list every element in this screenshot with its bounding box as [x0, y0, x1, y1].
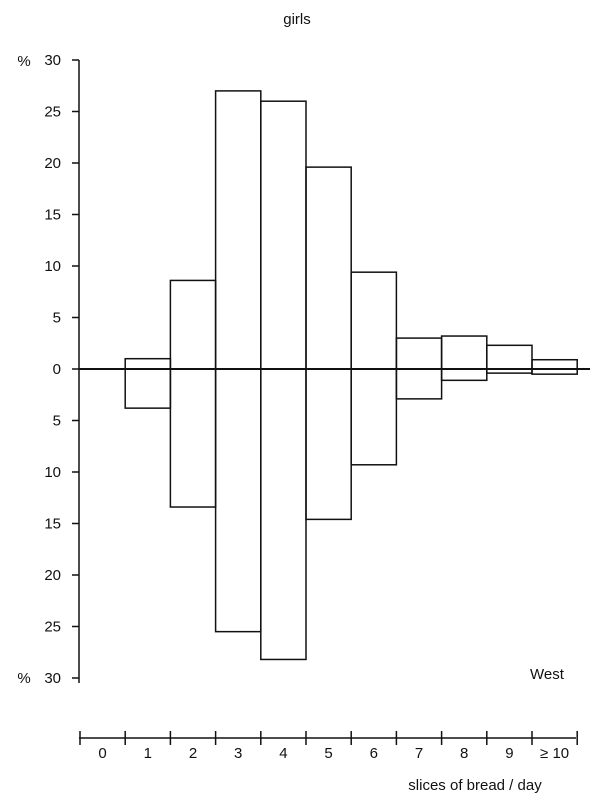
y-tick-label: 0	[53, 361, 61, 378]
bars	[124, 90, 578, 661]
bar-upper-2	[169, 279, 217, 370]
y-unit-top: %	[17, 53, 30, 70]
region-label-west: West	[530, 666, 565, 683]
y-tick-label: 25	[44, 104, 61, 121]
bar-lower-5	[305, 368, 352, 521]
x-axis-label: slices of bread / day	[408, 777, 542, 794]
bar-upper-3	[214, 90, 262, 370]
x-tick-label: 9	[505, 745, 513, 762]
x-tick-label: 0	[98, 745, 106, 762]
bar-upper-7	[395, 337, 443, 370]
y-tick-label: 10	[44, 464, 61, 481]
bar-upper-10	[531, 358, 578, 370]
bar-upper-1	[124, 357, 172, 370]
bar-upper-8	[440, 335, 488, 370]
x-tick-label: 4	[279, 745, 287, 762]
x-axis-ticks: 0 1 2 3 4 5 6 7 8 9 ≥ 10	[79, 731, 578, 762]
y-tick-label: 20	[44, 155, 61, 172]
y-tick-label: 20	[44, 567, 61, 584]
x-tick-label: 5	[324, 745, 332, 762]
x-tick-label: 7	[415, 745, 423, 762]
bar-lower-2	[169, 368, 217, 508]
x-tick-label: 8	[460, 745, 468, 762]
x-tick-label: 1	[144, 745, 152, 762]
y-tick-label: 15	[44, 207, 61, 224]
y-tick-label: 5	[53, 413, 61, 430]
bar-lower-3	[214, 368, 262, 633]
bar-lower-4	[260, 368, 307, 661]
x-tick-label: 2	[189, 745, 197, 762]
y-unit-bottom: %	[17, 670, 30, 687]
y-tick-label: 30	[44, 670, 61, 687]
chart-title: girls	[283, 11, 311, 28]
bar-upper-5	[305, 166, 352, 370]
y-tick-label: 25	[44, 619, 61, 636]
y-tick-label: 10	[44, 258, 61, 275]
bar-upper-9	[486, 344, 533, 370]
x-tick-label: 3	[234, 745, 242, 762]
x-tick-label: 6	[370, 745, 378, 762]
bar-lower-1	[124, 368, 172, 409]
y-tick-label: 15	[44, 516, 61, 533]
y-tick-label: 5	[53, 310, 61, 327]
bar-lower-8	[440, 368, 488, 382]
y-tick-label: 30	[44, 52, 61, 69]
y-axis-ticks: 30 25 20 15 10 5 0 5 10 15 20 25 30	[44, 52, 79, 687]
bar-upper-6	[350, 271, 398, 370]
x-tick-label: ≥ 10	[540, 745, 569, 762]
bar-upper-4	[260, 100, 307, 370]
bar-lower-7	[395, 368, 443, 400]
bar-lower-6	[350, 368, 398, 466]
